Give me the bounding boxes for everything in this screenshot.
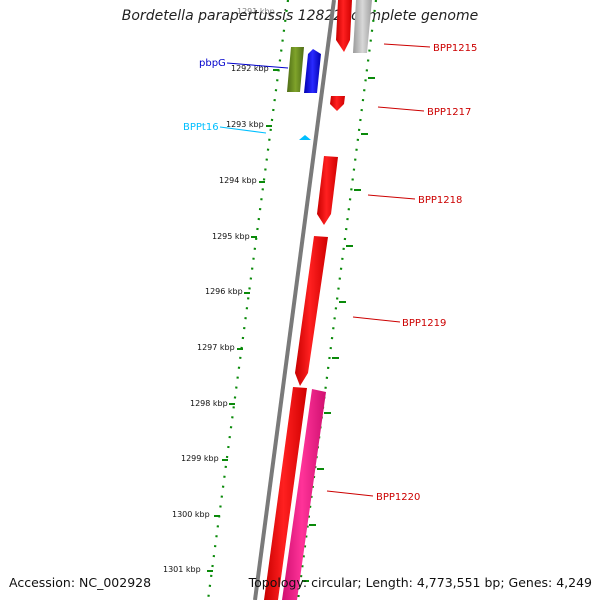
tick-label-1293: 1293 kbp (226, 120, 264, 129)
trna-bppt16[interactable] (299, 135, 311, 140)
outer-tick-ring (296, 0, 378, 600)
label-BPP1218[interactable]: BPP1218 (418, 195, 462, 206)
gene-blue[interactable] (304, 49, 321, 93)
label-BPP1215[interactable]: BPP1215 (433, 43, 477, 54)
tick-labels: 1291 kbp 1292 kbp 1293 kbp 1294 kbp 1295… (163, 7, 275, 574)
gene-bpp1216[interactable] (353, 0, 372, 53)
label-BPP1220[interactable]: BPP1220 (376, 492, 420, 503)
gene-bpp1220[interactable] (264, 387, 307, 600)
inner-tick-ring (206, 0, 290, 600)
tick-label-1298: 1298 kbp (190, 399, 228, 408)
genome-summary-text: Topology: circular; Length: 4,773,551 bp… (248, 575, 592, 590)
label-pbpG[interactable]: pbpG (199, 58, 226, 69)
inner-major-ticks (207, 69, 279, 572)
tick-label-1294: 1294 kbp (219, 176, 257, 185)
gene-bpp1217[interactable] (330, 96, 345, 111)
label-leaders (219, 43, 431, 497)
label-BPPt16[interactable]: BPPt16 (183, 122, 219, 133)
genome-title: Bordetella parapertussis 12822, complete… (121, 8, 479, 24)
tick-label-1301: 1301 kbp (163, 565, 201, 574)
label-BPP1219[interactable]: BPP1219 (402, 318, 446, 329)
gene-pink[interactable] (282, 389, 326, 600)
gene-bpp1218[interactable] (317, 156, 338, 225)
gene-features (264, 0, 372, 600)
gene-bpp1219[interactable] (295, 236, 328, 386)
gene-pbpG[interactable] (287, 47, 304, 92)
accession-text: Accession: NC_002928 (9, 575, 152, 590)
outer-major-ticks (302, 77, 375, 582)
tick-label-1295: 1295 kbp (212, 232, 250, 241)
label-BPP1217[interactable]: BPP1217 (427, 107, 471, 118)
tick-label-1300: 1300 kbp (172, 510, 210, 519)
gene-bpp1215[interactable] (336, 0, 352, 52)
tick-label-1291: 1291 kbp (237, 7, 275, 16)
genome-backbone (253, 0, 336, 600)
tick-label-1299: 1299 kbp (181, 454, 219, 463)
gene-labels: pbpG BPPt16 BPP1215 BPP1217 BPP1218 BPP1… (183, 43, 477, 503)
tick-label-1297: 1297 kbp (197, 343, 235, 352)
tick-label-1292: 1292 kbp (231, 64, 269, 73)
tick-label-1296: 1296 kbp (205, 287, 243, 296)
